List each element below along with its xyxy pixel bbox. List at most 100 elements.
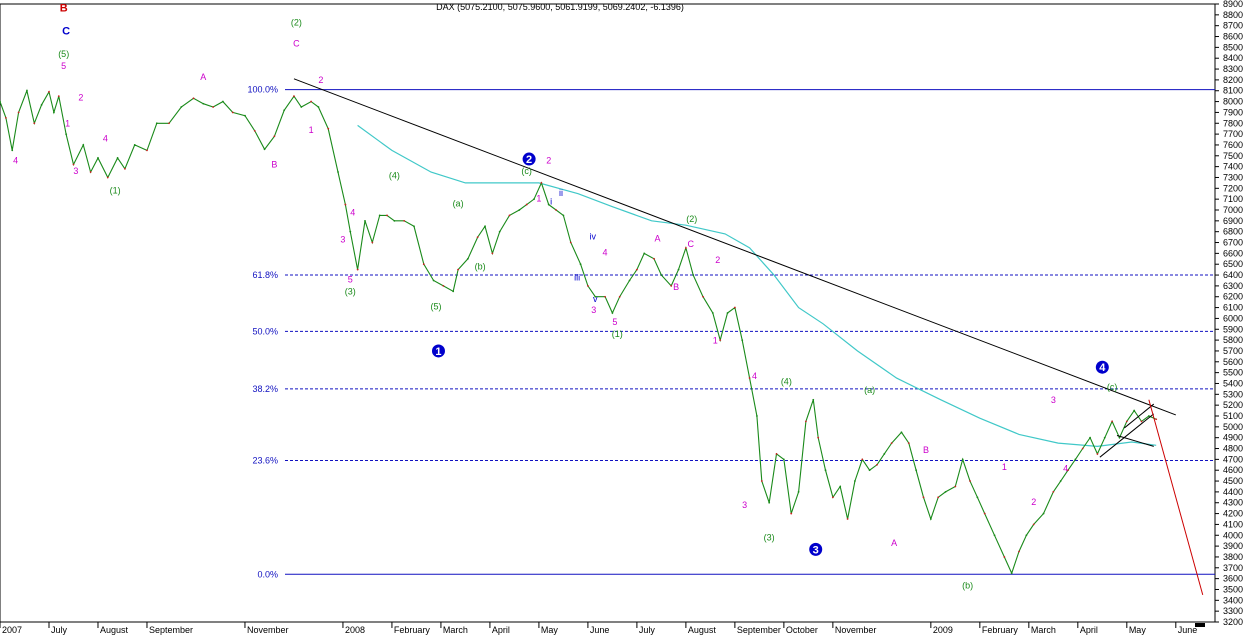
wave-label: 5: [348, 275, 353, 285]
y-tick-label: 5200: [1223, 400, 1243, 410]
price-point: [310, 100, 312, 103]
y-tick-label: 4400: [1223, 487, 1243, 497]
y-tick-label: 4700: [1223, 454, 1243, 464]
price-point: [961, 458, 964, 461]
price-point: [202, 102, 205, 105]
price-point: [954, 485, 957, 488]
wave-label: C: [62, 25, 70, 37]
x-tick-label: March: [443, 625, 468, 635]
y-tick-label: 7700: [1223, 129, 1243, 139]
wave-label: i: [550, 197, 552, 207]
price-point: [1133, 409, 1136, 412]
price-point: [900, 431, 903, 434]
wave-label: (a): [453, 199, 464, 209]
wave-circle-label: 2: [526, 154, 532, 166]
x-tick-label: July: [51, 625, 68, 635]
wave-label: (a): [864, 385, 875, 395]
price-point: [371, 241, 374, 244]
wave-label: B: [271, 160, 277, 170]
price-point: [733, 306, 736, 309]
price-point: [555, 209, 557, 211]
y-tick-label: 3300: [1223, 606, 1243, 616]
price-point: [540, 181, 543, 184]
price-point: [146, 149, 148, 152]
price-point: [327, 127, 330, 130]
price-point: [48, 90, 50, 93]
wave-label: 4: [350, 207, 355, 217]
price-point: [155, 122, 158, 125]
y-tick-label: 8900: [1223, 0, 1243, 9]
wave-label: 1: [1002, 462, 1007, 472]
wave-label: (b): [962, 580, 973, 590]
price-point: [805, 420, 807, 423]
price-point: [1103, 436, 1106, 439]
fib-level-label: 0.0%: [257, 569, 278, 579]
wave-label: 2: [1031, 497, 1036, 507]
price-point: [1140, 420, 1143, 423]
wave-label: 2: [546, 155, 551, 165]
wave-label: 3: [1051, 395, 1056, 405]
price-point: [52, 111, 55, 114]
wave-label: iv: [590, 231, 597, 241]
price-point: [1147, 415, 1150, 417]
price-point: [831, 496, 834, 499]
price-point: [790, 512, 793, 515]
price-point: [57, 95, 60, 98]
price-point: [72, 163, 75, 166]
price-point: [760, 480, 763, 482]
price-point: [922, 496, 925, 499]
y-tick-label: 3800: [1223, 552, 1243, 562]
y-tick-label: 3400: [1223, 595, 1243, 605]
fib-level-label: 23.6%: [252, 455, 278, 465]
price-point: [168, 122, 170, 125]
wave-circle: [431, 344, 445, 358]
price-point: [594, 295, 597, 298]
price-point: [635, 268, 638, 271]
price-point: [192, 97, 195, 100]
price-point: [293, 95, 295, 98]
x-axis: 2007 July August September November 2008 Febru…: [0, 622, 1205, 635]
price-point: [846, 518, 849, 520]
trendlines-layer: [293, 78, 1204, 596]
wave-label: (4): [389, 171, 400, 181]
price-point: [457, 268, 459, 271]
x-tick-label: September: [737, 625, 781, 635]
price-point: [653, 257, 655, 260]
y-tick-label: 8200: [1223, 75, 1243, 85]
price-point: [915, 469, 918, 472]
wave-label: 4: [13, 155, 18, 165]
price-point: [797, 490, 800, 493]
price-point: [180, 106, 183, 108]
price-point: [337, 171, 339, 173]
price-point: [393, 219, 396, 222]
x-tick-label: February: [394, 625, 431, 635]
wave-label: (2): [291, 18, 302, 28]
wave-label: 3: [591, 305, 596, 315]
price-point: [929, 518, 932, 520]
fib-level-label: 50.0%: [252, 326, 278, 336]
wave-circle-label: 4: [1099, 362, 1106, 374]
price-point: [643, 252, 646, 255]
y-tick-label: 7400: [1223, 162, 1243, 172]
x-tick-label: June: [590, 625, 610, 635]
price-point: [413, 225, 415, 228]
y-tick-label: 6700: [1223, 238, 1243, 248]
price-point: [839, 485, 842, 488]
price-point: [498, 230, 501, 233]
price-point: [1025, 534, 1028, 537]
price-point: [1052, 490, 1055, 493]
price-point: [518, 209, 521, 211]
y-tick-label: 7500: [1223, 151, 1243, 161]
price-point: [854, 480, 856, 482]
price-point: [547, 203, 550, 206]
wave-label: (2): [686, 214, 697, 224]
fib-levels-layer: 100.0% 61.8% 50.0% 38.2% 23.6% 0.0%: [247, 85, 1215, 579]
price-point: [422, 263, 425, 266]
wave-label: B: [923, 445, 929, 455]
price-point: [40, 103, 43, 106]
wave-label: iii: [574, 272, 580, 282]
price-point: [476, 236, 479, 239]
price-point: [876, 463, 878, 466]
wave-label: (c): [1107, 382, 1118, 392]
y-tick-label: 5100: [1223, 411, 1243, 421]
